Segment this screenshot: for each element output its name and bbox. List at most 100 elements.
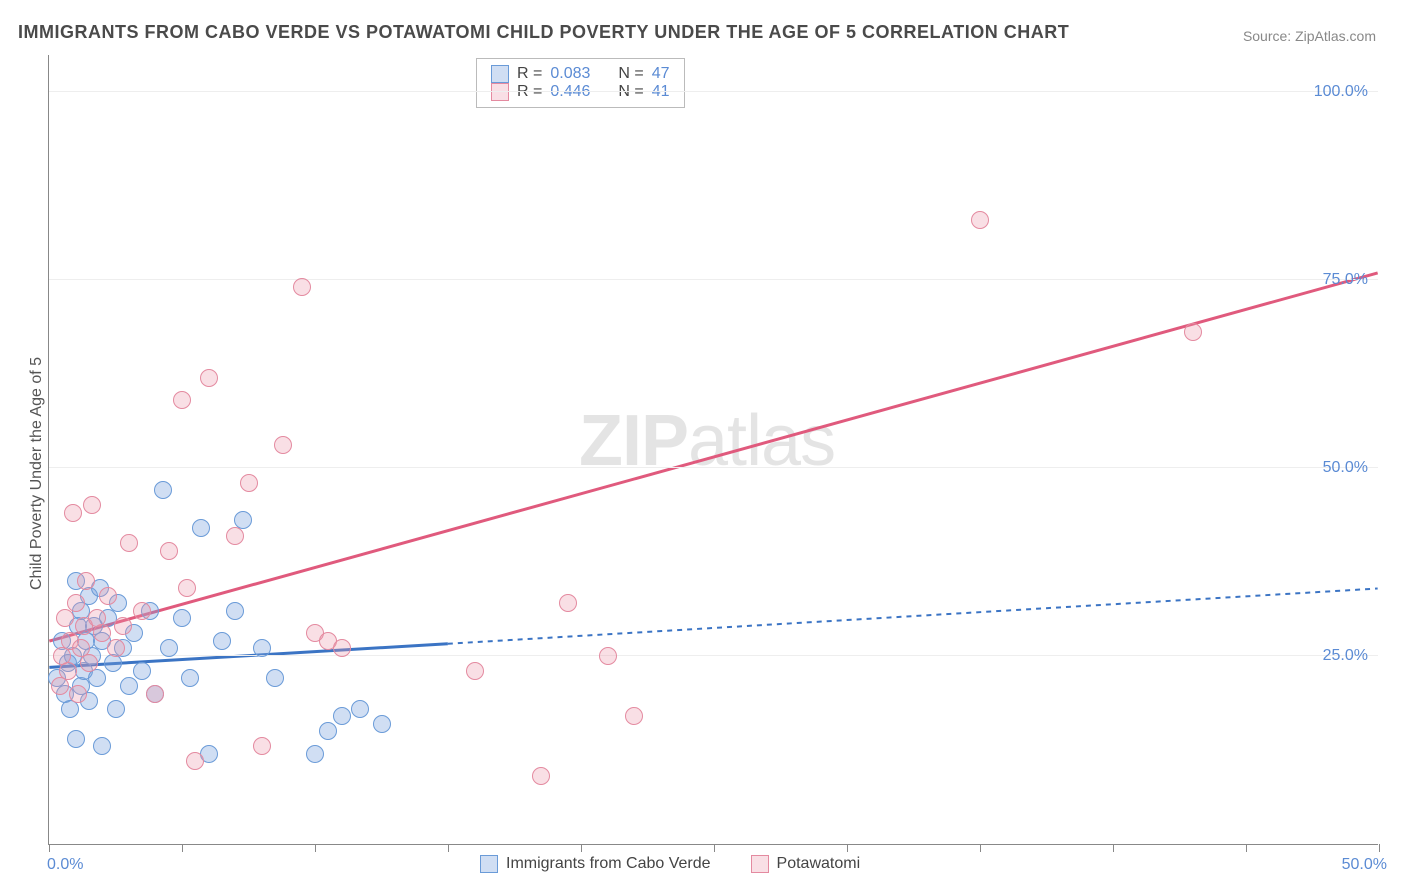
gridline	[49, 279, 1378, 280]
data-point	[56, 609, 74, 627]
chart-title: IMMIGRANTS FROM CABO VERDE VS POTAWATOMI…	[18, 22, 1069, 43]
data-point	[93, 624, 111, 642]
data-point	[160, 639, 178, 657]
data-point	[200, 369, 218, 387]
data-point	[274, 436, 292, 454]
data-point	[107, 700, 125, 718]
x-tick	[448, 844, 449, 852]
x-tick	[847, 844, 848, 852]
x-tick	[1246, 844, 1247, 852]
stat-n-label: N =	[618, 65, 643, 83]
data-point	[67, 730, 85, 748]
data-point	[114, 617, 132, 635]
data-point	[173, 391, 191, 409]
y-tick-label: 100.0%	[1314, 83, 1368, 101]
stat-n-value: 47	[652, 65, 670, 83]
stat-r-label: R =	[517, 83, 542, 101]
data-point	[154, 481, 172, 499]
legend-item: Immigrants from Cabo Verde	[480, 855, 711, 873]
data-point	[625, 707, 643, 725]
data-point	[266, 669, 284, 687]
data-point	[599, 647, 617, 665]
x-tick	[1379, 844, 1380, 852]
x-tick	[49, 844, 50, 852]
y-tick-label: 25.0%	[1323, 647, 1368, 665]
stat-n-value: 41	[652, 83, 670, 101]
correlation-chart: IMMIGRANTS FROM CABO VERDE VS POTAWATOMI…	[0, 0, 1406, 892]
source-label: Source:	[1243, 28, 1295, 44]
legend-label: Potawatomi	[777, 855, 861, 873]
legend-swatch	[480, 855, 498, 873]
data-point	[213, 632, 231, 650]
stat-r-label: R =	[517, 65, 542, 83]
data-point	[293, 278, 311, 296]
data-point	[99, 587, 117, 605]
series-legend: Immigrants from Cabo Verde Potawatomi	[480, 855, 860, 873]
data-point	[64, 504, 82, 522]
stat-n-label: N =	[618, 83, 643, 101]
data-point	[306, 745, 324, 763]
data-point	[253, 639, 271, 657]
data-point	[93, 737, 111, 755]
data-point	[351, 700, 369, 718]
data-point	[971, 211, 989, 229]
data-point	[107, 639, 125, 657]
data-point	[253, 737, 271, 755]
gridline	[49, 467, 1378, 468]
data-point	[77, 572, 95, 590]
data-point	[319, 722, 337, 740]
data-point	[160, 542, 178, 560]
stat-r-value: 0.083	[550, 65, 590, 83]
data-point	[120, 534, 138, 552]
legend-label: Immigrants from Cabo Verde	[506, 855, 711, 873]
legend-item: Potawatomi	[751, 855, 861, 873]
y-tick-label: 75.0%	[1323, 271, 1368, 289]
stats-legend-box: R = 0.083 N = 47 R = 0.446 N = 41	[476, 58, 685, 108]
x-tick	[980, 844, 981, 852]
data-point	[120, 677, 138, 695]
data-point	[466, 662, 484, 680]
data-point	[146, 685, 164, 703]
x-tick	[182, 844, 183, 852]
x-tick-label: 0.0%	[47, 856, 83, 874]
stats-row: R = 0.083 N = 47	[491, 65, 670, 83]
source-attribution: Source: ZipAtlas.com	[1243, 28, 1376, 44]
gridline	[49, 91, 1378, 92]
x-tick	[1113, 844, 1114, 852]
x-tick	[581, 844, 582, 852]
stats-row: R = 0.446 N = 41	[491, 83, 670, 101]
x-tick	[714, 844, 715, 852]
stat-r-value: 0.446	[550, 83, 590, 101]
data-point	[532, 767, 550, 785]
data-point	[80, 654, 98, 672]
series-swatch	[491, 65, 509, 83]
plot-area: ZIPatlas R = 0.083N = 47R = 0.446N = 41 …	[48, 55, 1378, 845]
data-point	[333, 639, 351, 657]
data-point	[67, 594, 85, 612]
data-point	[178, 579, 196, 597]
data-point	[226, 527, 244, 545]
data-point	[226, 602, 244, 620]
series-swatch	[491, 83, 509, 101]
source-link[interactable]: ZipAtlas.com	[1295, 28, 1376, 44]
y-tick-label: 50.0%	[1323, 459, 1368, 477]
trend-lines-svg	[49, 55, 1378, 844]
x-tick-label: 50.0%	[1329, 856, 1387, 874]
data-point	[133, 662, 151, 680]
data-point	[1184, 323, 1202, 341]
data-point	[133, 602, 151, 620]
x-tick	[315, 844, 316, 852]
data-point	[333, 707, 351, 725]
data-point	[240, 474, 258, 492]
data-point	[186, 752, 204, 770]
data-point	[192, 519, 210, 537]
data-point	[559, 594, 577, 612]
data-point	[69, 685, 87, 703]
data-point	[83, 496, 101, 514]
data-point	[373, 715, 391, 733]
data-point	[173, 609, 191, 627]
gridline	[49, 655, 1378, 656]
data-point	[181, 669, 199, 687]
data-point	[59, 662, 77, 680]
legend-swatch	[751, 855, 769, 873]
